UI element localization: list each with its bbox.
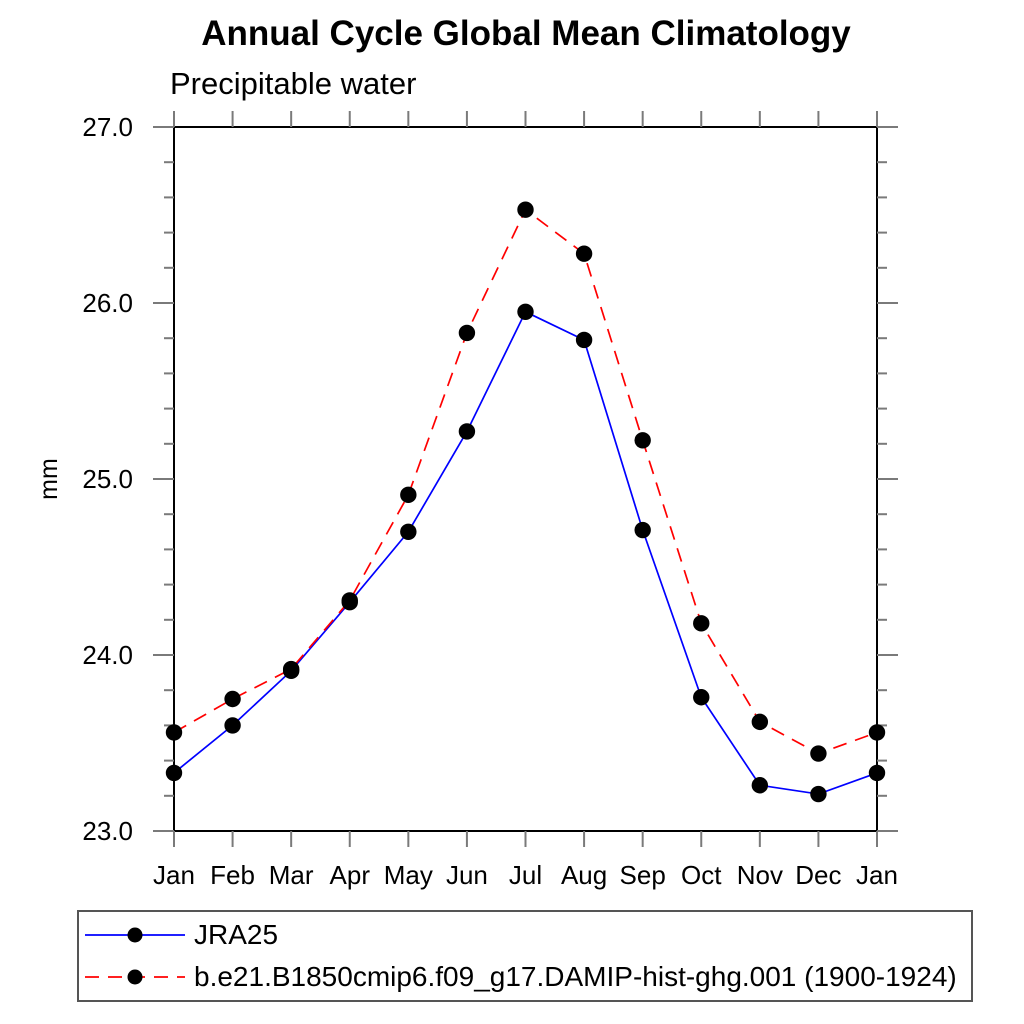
data-point-series1-Oct <box>693 615 710 632</box>
x-tick-label: Dec <box>795 860 841 890</box>
data-point-series1-Dec <box>810 745 827 762</box>
legend-item: b.e21.B1850cmip6.f09_g17.DAMIP-hist-ghg.… <box>84 957 971 997</box>
x-tick-label: Jun <box>446 860 488 890</box>
legend-marker-dot <box>127 969 143 985</box>
series-line-0 <box>173 310 878 795</box>
data-point-series0-Nov <box>751 777 769 794</box>
data-point-series1-Nov <box>751 713 769 731</box>
x-tick-label: Mar <box>269 860 314 890</box>
series-line-1 <box>173 208 878 755</box>
data-point-series1-Mar <box>282 660 300 678</box>
data-point-series0-Dec <box>810 785 827 803</box>
x-tick-label: Oct <box>681 860 722 890</box>
data-point-series1-May <box>400 486 417 504</box>
data-point-series1-Sep <box>634 432 651 449</box>
x-tick-label: Aug <box>561 860 607 890</box>
x-tick-label: Apr <box>330 860 371 890</box>
x-tick-label: Jan <box>153 860 195 890</box>
data-point-series0-Aug <box>575 331 593 349</box>
legend-item-label: JRA25 <box>194 918 279 950</box>
axis-frame <box>173 126 878 832</box>
data-point-series1-Jun <box>458 324 476 342</box>
data-point-series1-Aug <box>575 245 593 262</box>
legend-line-sample <box>85 927 185 943</box>
data-point-series1-Jul <box>517 201 534 218</box>
y-tick-label: 27.0 <box>82 112 133 142</box>
y-axis-title: mm <box>35 458 63 500</box>
chart-title: Annual Cycle Global Mean Climatology <box>201 14 851 53</box>
x-tick-label: Sep <box>620 860 666 890</box>
data-point-series0-Feb <box>224 717 241 734</box>
legend-item: JRA25 <box>84 915 971 955</box>
x-tick-label: Nov <box>737 860 783 890</box>
legend-item-label: b.e21.B1850cmip6.f09_g17.DAMIP-hist-ghg.… <box>194 961 957 993</box>
legend: JRA25 b.e21.B1850cmip6.f09_g17.DAMIP-hist… <box>77 910 973 1002</box>
data-point-series0-Oct <box>693 689 710 706</box>
y-tick-label: 24.0 <box>82 640 133 670</box>
data-point-series0-May <box>400 523 417 540</box>
y-tick-label: 23.0 <box>82 816 133 846</box>
data-point-series1-Feb <box>224 690 241 708</box>
x-tick-label: Jul <box>509 860 542 890</box>
data-point-series1-Jan <box>868 724 886 741</box>
data-point-series0-Jul <box>517 303 534 320</box>
data-point-series0-Jan <box>165 764 183 782</box>
x-tick-label: Feb <box>210 860 255 890</box>
y-tick-label: 26.0 <box>82 288 133 318</box>
y-tick-label: 25.0 <box>82 464 133 494</box>
x-tick-label: May <box>384 860 433 890</box>
data-point-series0-Jun <box>458 423 476 440</box>
data-point-series1-Apr <box>341 592 358 609</box>
x-tick-label: Jan <box>856 860 898 890</box>
data-point-series1-Jan <box>165 724 183 741</box>
data-point-series0-Jan <box>868 764 886 782</box>
legend-line-sample <box>85 969 185 985</box>
chart-subtitle: Precipitable water <box>170 66 417 101</box>
data-point-series0-Sep <box>634 521 651 539</box>
legend-marker-dot <box>127 927 143 943</box>
